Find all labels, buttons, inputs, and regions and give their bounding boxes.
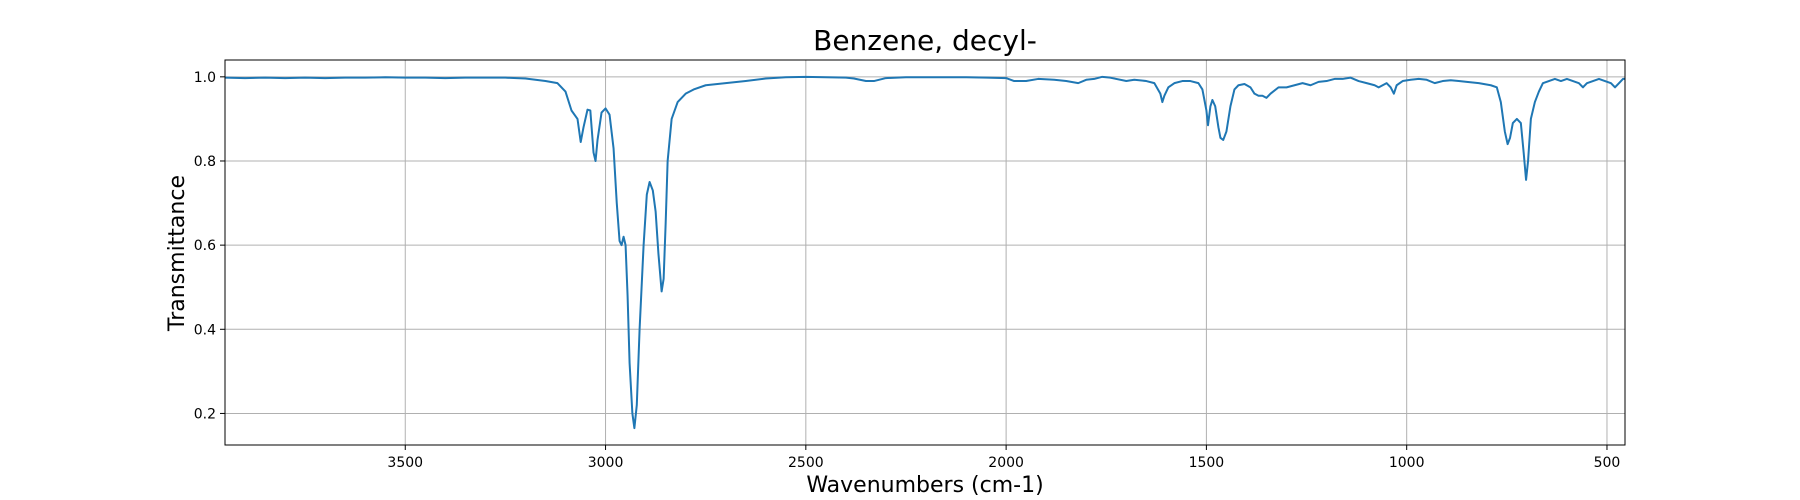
x-tick-label: 2500 — [788, 455, 824, 471]
x-tick-label: 2000 — [988, 455, 1024, 471]
y-tick-label: 1.0 — [194, 70, 216, 86]
x-tick-label: 3500 — [387, 455, 423, 471]
y-tick-label: 0.4 — [194, 322, 216, 338]
x-tick-label: 3000 — [588, 455, 624, 471]
y-tick-label: 0.8 — [194, 154, 216, 170]
x-tick-label: 500 — [1594, 455, 1621, 471]
plot-frame — [224, 59, 1626, 446]
x-axis-ticks: 3500 3000 2500 2000 1500 1000 500 — [387, 445, 1620, 471]
y-axis-label: Transmittance — [165, 175, 190, 332]
x-axis-label: Wavenumbers (cm-1) — [806, 473, 1043, 498]
chart-title: Benzene, decyl- — [813, 24, 1037, 57]
series-line-transmittance — [224, 75, 1625, 430]
y-tick-label: 0.2 — [194, 406, 216, 422]
grid-lines — [225, 60, 1625, 445]
x-tick-label: 1000 — [1389, 455, 1425, 471]
x-tick-label: 1500 — [1189, 455, 1225, 471]
y-axis-ticks: 0.2 0.4 0.6 0.8 1.0 — [194, 70, 225, 422]
y-tick-label: 0.6 — [194, 238, 216, 254]
